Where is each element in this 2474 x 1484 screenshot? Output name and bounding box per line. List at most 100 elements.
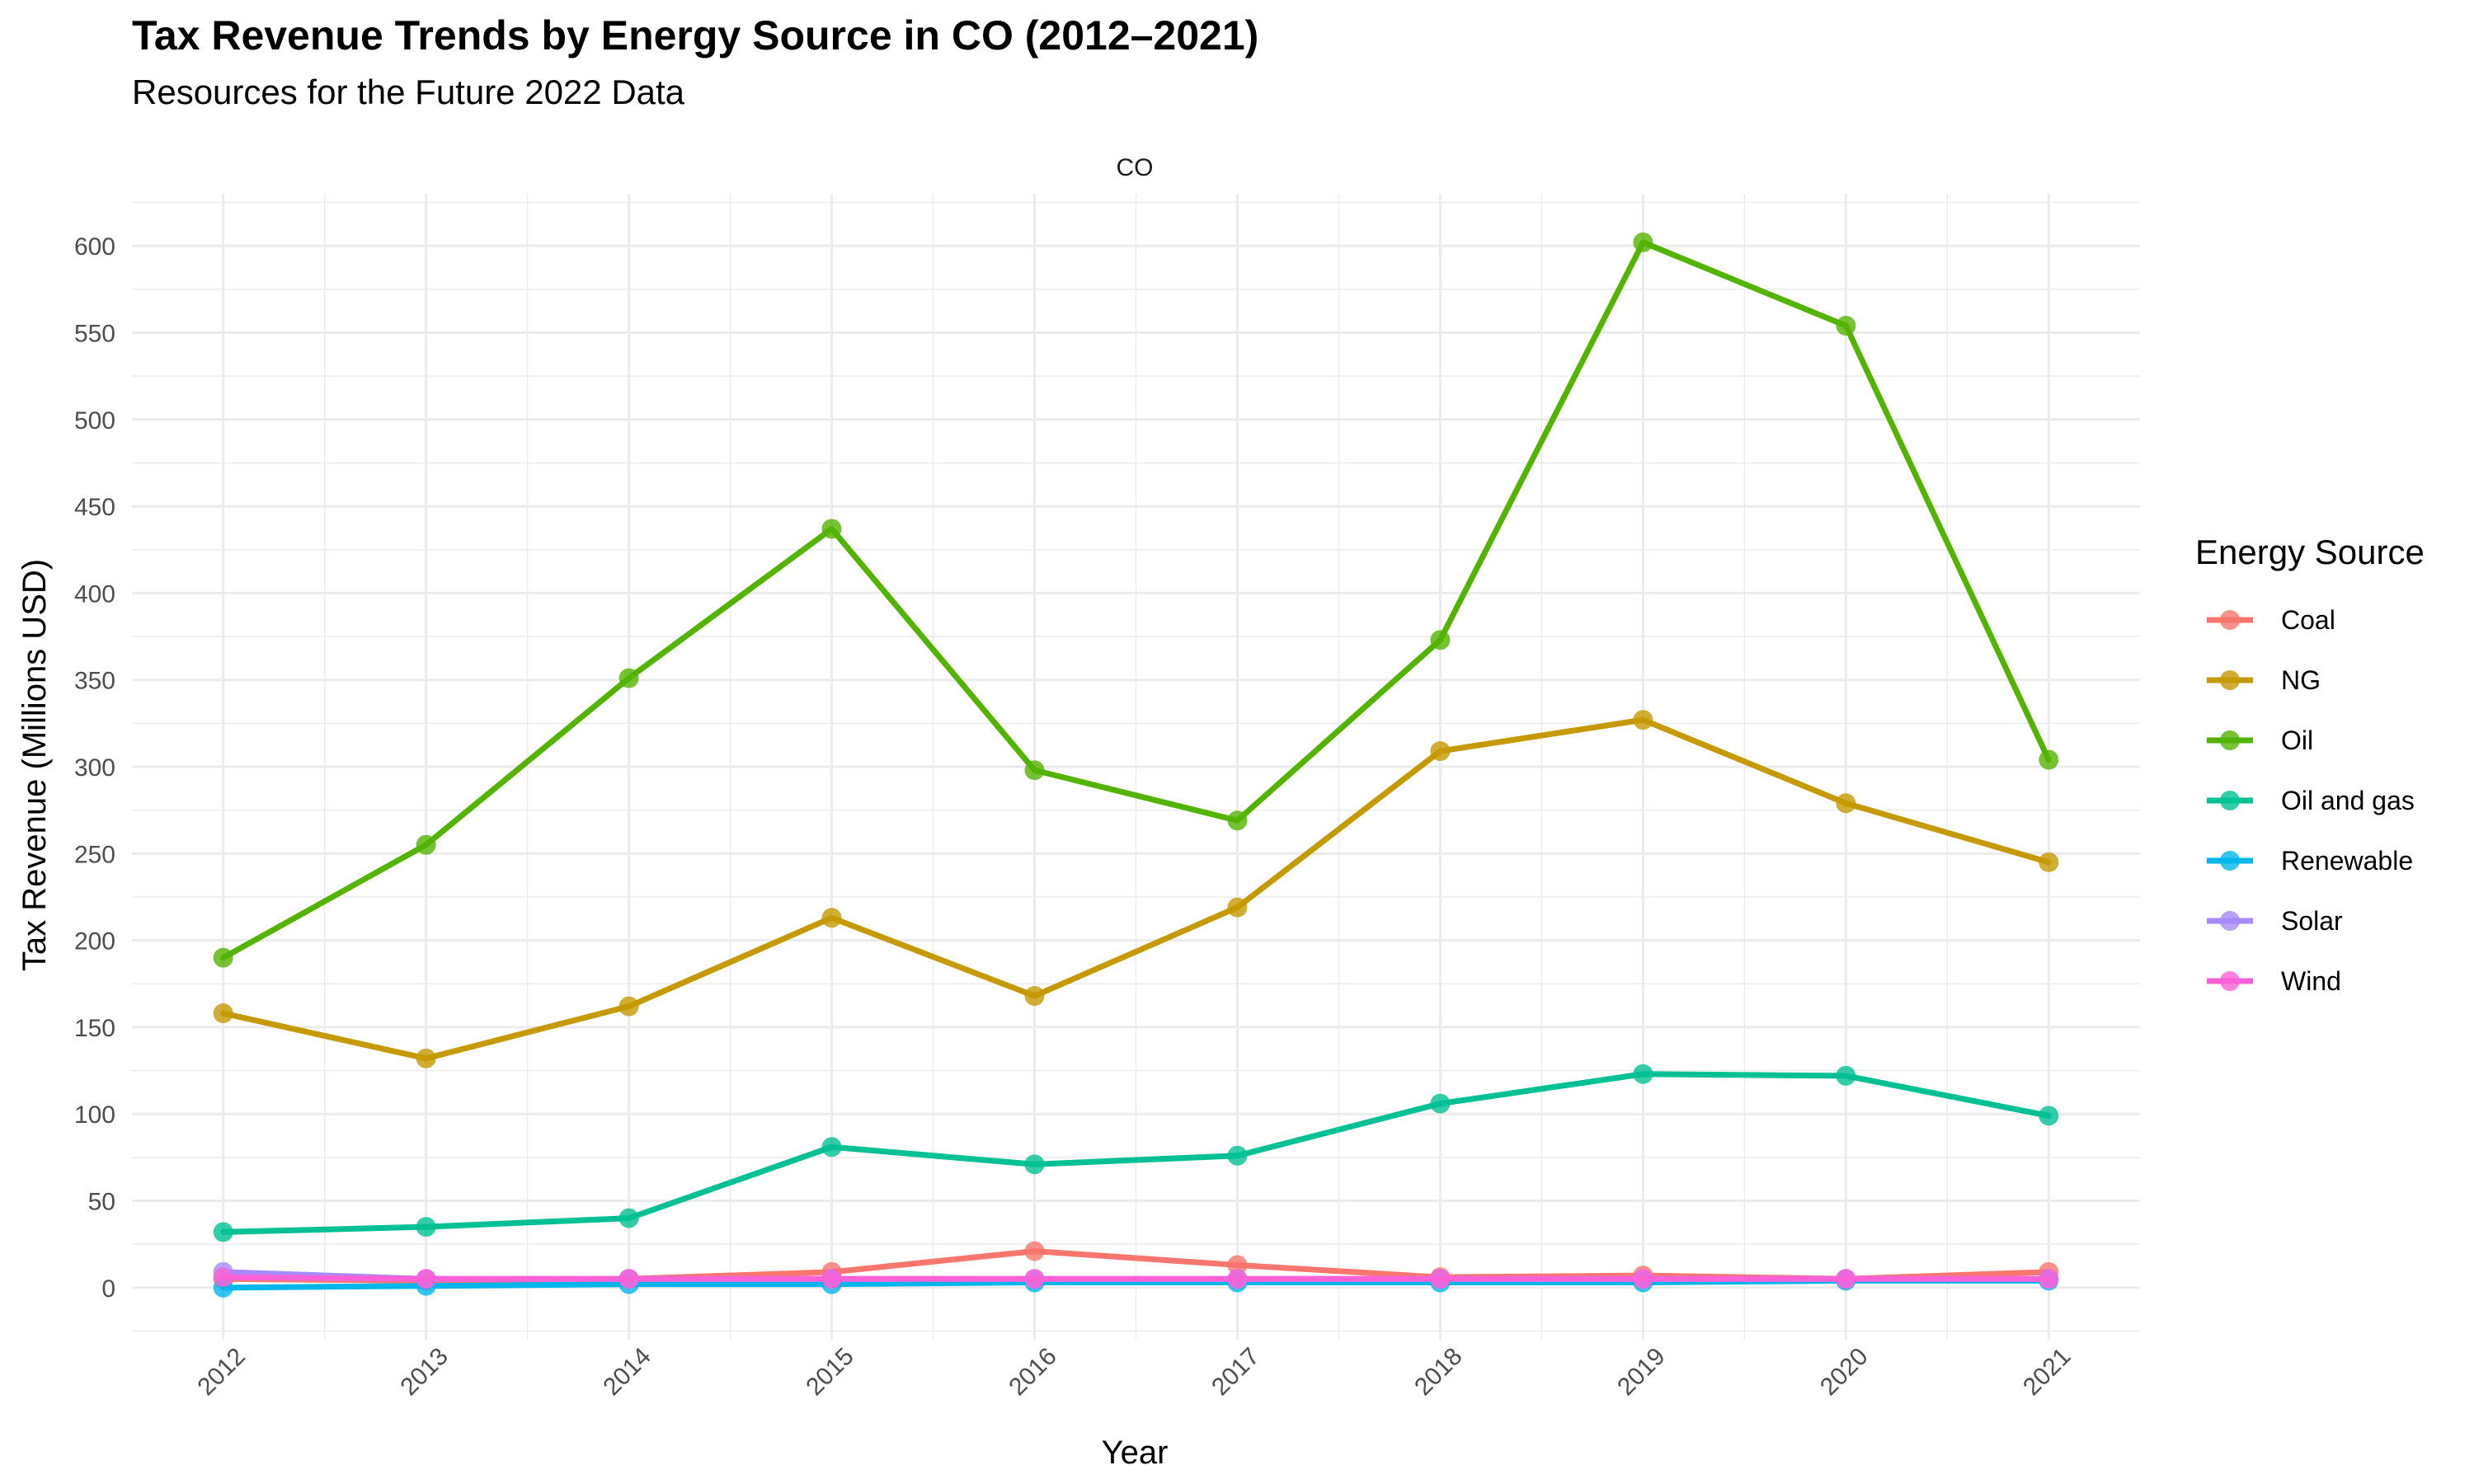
data-point-wind	[1836, 1269, 1856, 1289]
legend-key-point	[2220, 851, 2240, 871]
legend-item-wind: Wind	[2207, 966, 2341, 996]
x-tick-label: 2015	[801, 1343, 859, 1402]
data-point-wind	[2039, 1269, 2059, 1289]
data-point-wind	[618, 1269, 639, 1289]
series-oil	[213, 232, 2059, 968]
data-point-oil-and-gas	[1227, 1145, 1248, 1166]
y-tick-label: 600	[74, 233, 115, 261]
series-group	[213, 232, 2059, 1298]
series-line-wind	[220, 1274, 2052, 1282]
data-point-ng	[213, 1003, 233, 1024]
legend-item-ng: NG	[2207, 665, 2321, 695]
x-tick-label: 2016	[1004, 1343, 1062, 1402]
data-point-oil-and-gas	[821, 1137, 842, 1158]
chart-title: Tax Revenue Trends by Energy Source in C…	[132, 12, 1259, 59]
legend-item-oil: Oil	[2207, 726, 2313, 755]
y-tick-label: 100	[74, 1101, 115, 1129]
data-point-oil	[213, 947, 233, 968]
y-tick-label: 250	[74, 841, 115, 868]
x-tick-label: 2014	[598, 1343, 656, 1402]
x-axis-title: Year	[1102, 1435, 1169, 1471]
legend-key-point	[2220, 791, 2240, 810]
data-point-oil-and-gas	[213, 1222, 233, 1242]
y-tick-label: 50	[88, 1189, 115, 1216]
y-tick-label: 400	[74, 580, 115, 608]
data-point-oil	[618, 668, 639, 688]
legend-key-point	[2220, 971, 2240, 991]
x-tick-label: 2020	[1815, 1343, 1874, 1402]
x-tick-label: 2013	[395, 1343, 454, 1402]
x-tick-label: 2012	[192, 1343, 251, 1402]
legend-key-point	[2220, 610, 2240, 630]
series-line-ng	[220, 716, 2052, 1062]
legend: Energy Source Coal NG Oil Oil and gas Renewa…	[2195, 533, 2425, 996]
data-point-oil	[2039, 749, 2059, 770]
y-tick-label: 500	[74, 407, 115, 434]
y-axis-ticks: 0 50 100 150 200 250 300 350 400 450 500 550 600	[74, 233, 115, 1303]
grid	[132, 194, 2140, 1340]
legend-key-point	[2220, 670, 2240, 690]
data-point-oil-and-gas	[1430, 1093, 1451, 1114]
legend-item-solar: Solar	[2207, 906, 2343, 936]
data-point-oil	[1430, 630, 1451, 650]
x-tick-label: 2017	[1206, 1343, 1265, 1402]
data-point-wind	[1227, 1269, 1248, 1289]
data-point-ng	[1024, 986, 1045, 1006]
y-tick-label: 200	[74, 928, 115, 956]
legend-label: Coal	[2281, 605, 2335, 635]
data-point-wind	[1430, 1269, 1451, 1289]
data-point-oil-and-gas	[1633, 1064, 1653, 1084]
data-point-oil	[1836, 316, 1856, 336]
series-ng	[213, 710, 2059, 1068]
data-point-wind	[1633, 1269, 1653, 1289]
legend-item-oil-and-gas: Oil and gas	[2207, 786, 2415, 815]
data-point-ng	[1633, 710, 1653, 730]
data-point-wind	[416, 1269, 436, 1289]
data-point-oil-and-gas	[416, 1217, 436, 1237]
legend-item-renewable: Renewable	[2207, 846, 2413, 876]
y-tick-label: 550	[74, 320, 115, 347]
data-point-coal	[1227, 1255, 1248, 1275]
data-point-ng	[1430, 741, 1451, 762]
facet-strip-label: CO	[1117, 154, 1154, 181]
series-line-oil	[220, 239, 2052, 961]
data-point-ng	[618, 996, 639, 1017]
data-point-ng	[416, 1048, 436, 1068]
legend-title: Energy Source	[2195, 533, 2425, 571]
chart-subtitle: Resources for the Future 2022 Data	[132, 73, 685, 111]
data-point-ng	[1836, 793, 1856, 814]
y-tick-label: 350	[74, 668, 115, 695]
y-tick-label: 150	[74, 1015, 115, 1042]
data-point-oil	[1633, 232, 1653, 252]
legend-key-point	[2220, 911, 2240, 931]
y-tick-label: 450	[74, 494, 115, 521]
data-point-oil-and-gas	[618, 1208, 639, 1228]
data-point-oil-and-gas	[1836, 1065, 1856, 1086]
data-point-wind	[821, 1269, 842, 1289]
legend-label: Oil and gas	[2281, 786, 2415, 815]
data-point-oil-and-gas	[1024, 1154, 1045, 1175]
x-tick-label: 2018	[1409, 1343, 1468, 1402]
data-point-ng	[821, 908, 842, 928]
series-line-oil-and-gas	[220, 1071, 2052, 1235]
legend-label: Solar	[2281, 906, 2343, 936]
x-tick-label: 2021	[2018, 1343, 2077, 1402]
legend-key-point	[2220, 730, 2240, 750]
series-wind	[213, 1267, 2059, 1289]
legend-label: Wind	[2281, 966, 2341, 996]
data-point-coal	[1024, 1241, 1045, 1261]
x-tick-label: 2019	[1612, 1343, 1671, 1402]
data-point-oil	[416, 834, 436, 855]
y-axis-title: Tax Revenue (Millions USD)	[16, 559, 53, 971]
x-axis-ticks: 2012 2013 2014 2015 2016 2017 2018 2019 2020 2021	[192, 1343, 2076, 1402]
data-point-oil	[1227, 810, 1248, 831]
data-point-wind	[213, 1267, 233, 1288]
data-point-oil	[821, 519, 842, 539]
data-point-ng	[2039, 852, 2059, 872]
y-tick-label: 300	[74, 754, 115, 782]
data-point-oil	[1024, 760, 1045, 781]
series-oil-and-gas	[213, 1064, 2059, 1242]
legend-label: Oil	[2281, 726, 2313, 755]
y-tick-label: 0	[101, 1275, 115, 1303]
